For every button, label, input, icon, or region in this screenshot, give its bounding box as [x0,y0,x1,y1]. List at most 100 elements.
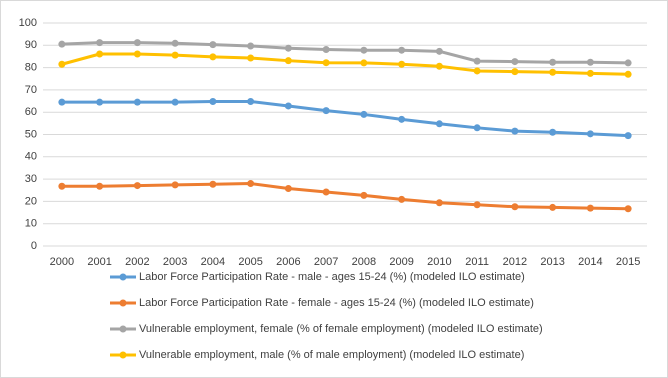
y-tick-label: 0 [31,240,37,252]
data-point [586,58,594,66]
data-point [96,39,104,47]
data-point [624,59,632,67]
data-point [171,51,179,59]
x-tick-label: 2011 [465,256,489,268]
data-point [360,191,368,199]
x-tick-label: 2010 [427,256,451,268]
data-point [284,184,292,192]
data-point [171,181,179,189]
x-tick-label: 2003 [163,256,187,268]
data-point [398,60,406,68]
y-tick-label: 30 [25,173,37,185]
data-point [398,46,406,54]
data-point [247,180,255,188]
data-point [511,203,519,211]
data-point [511,58,519,66]
data-point [549,58,557,66]
data-point [360,59,368,67]
y-tick-label: 50 [25,128,37,140]
legend-label: Vulnerable employment, female (% of fema… [139,323,543,335]
data-point [133,182,141,190]
data-point [624,205,632,213]
legend-marker [119,299,127,307]
data-point [247,42,255,50]
legend-marker [119,273,127,281]
x-tick-label: 2012 [503,256,527,268]
data-point [549,68,557,76]
data-point [435,62,443,70]
x-tick-label: 2004 [201,256,225,268]
data-point [473,57,481,65]
legend-marker [119,351,127,359]
data-point [209,41,217,49]
data-point [284,57,292,65]
data-point [209,53,217,61]
data-point [511,127,519,135]
x-tick-label: 2014 [578,256,602,268]
data-point [360,46,368,54]
x-tick-label: 2015 [616,256,640,268]
data-point [435,47,443,55]
data-point [133,98,141,106]
series-line [61,41,629,65]
y-tick-label: 90 [25,39,37,51]
data-point [322,188,330,196]
data-point [586,130,594,138]
data-point [549,128,557,136]
data-point [171,39,179,47]
data-point [247,97,255,105]
x-tick-label: 2002 [125,256,149,268]
legend-marker [119,325,127,333]
data-point [133,39,141,47]
x-tick-label: 2000 [50,256,74,268]
x-tick-label: 2008 [352,256,376,268]
series-line [61,182,629,211]
data-point [435,120,443,128]
data-point [511,68,519,76]
y-tick-label: 60 [25,106,37,118]
data-point [586,204,594,212]
data-point [398,115,406,123]
y-tick-label: 10 [25,218,37,230]
data-point [58,98,66,106]
data-point [133,50,141,58]
y-tick-label: 70 [25,84,37,96]
data-point [322,107,330,115]
data-point [171,98,179,106]
x-tick-label: 2006 [276,256,300,268]
data-point [284,102,292,110]
series-line [61,52,629,76]
series-line [61,99,629,138]
data-point [322,46,330,54]
legend-label: Vulnerable employment, male (% of male e… [139,349,524,361]
legend-label: Labor Force Participation Rate - female … [139,297,534,309]
data-point [435,199,443,207]
data-point [96,182,104,190]
data-point [473,124,481,132]
y-tick-label: 100 [19,17,37,29]
x-tick-label: 2005 [238,256,262,268]
data-point [322,59,330,67]
data-point [96,98,104,106]
data-point [549,203,557,211]
x-tick-label: 2007 [314,256,338,268]
legend-label: Labor Force Participation Rate - male - … [139,271,525,283]
data-point [398,195,406,203]
data-point [586,69,594,77]
y-tick-label: 80 [25,62,37,74]
data-point [209,97,217,105]
data-point [209,180,217,188]
data-point [624,70,632,78]
y-tick-label: 40 [25,151,37,163]
data-point [284,44,292,52]
data-point [473,67,481,75]
data-point [624,132,632,140]
data-point [58,182,66,190]
data-point [360,110,368,118]
data-point [96,50,104,58]
y-tick-label: 20 [25,195,37,207]
x-tick-label: 2013 [540,256,564,268]
x-tick-label: 2001 [87,256,111,268]
x-tick-label: 2009 [389,256,413,268]
